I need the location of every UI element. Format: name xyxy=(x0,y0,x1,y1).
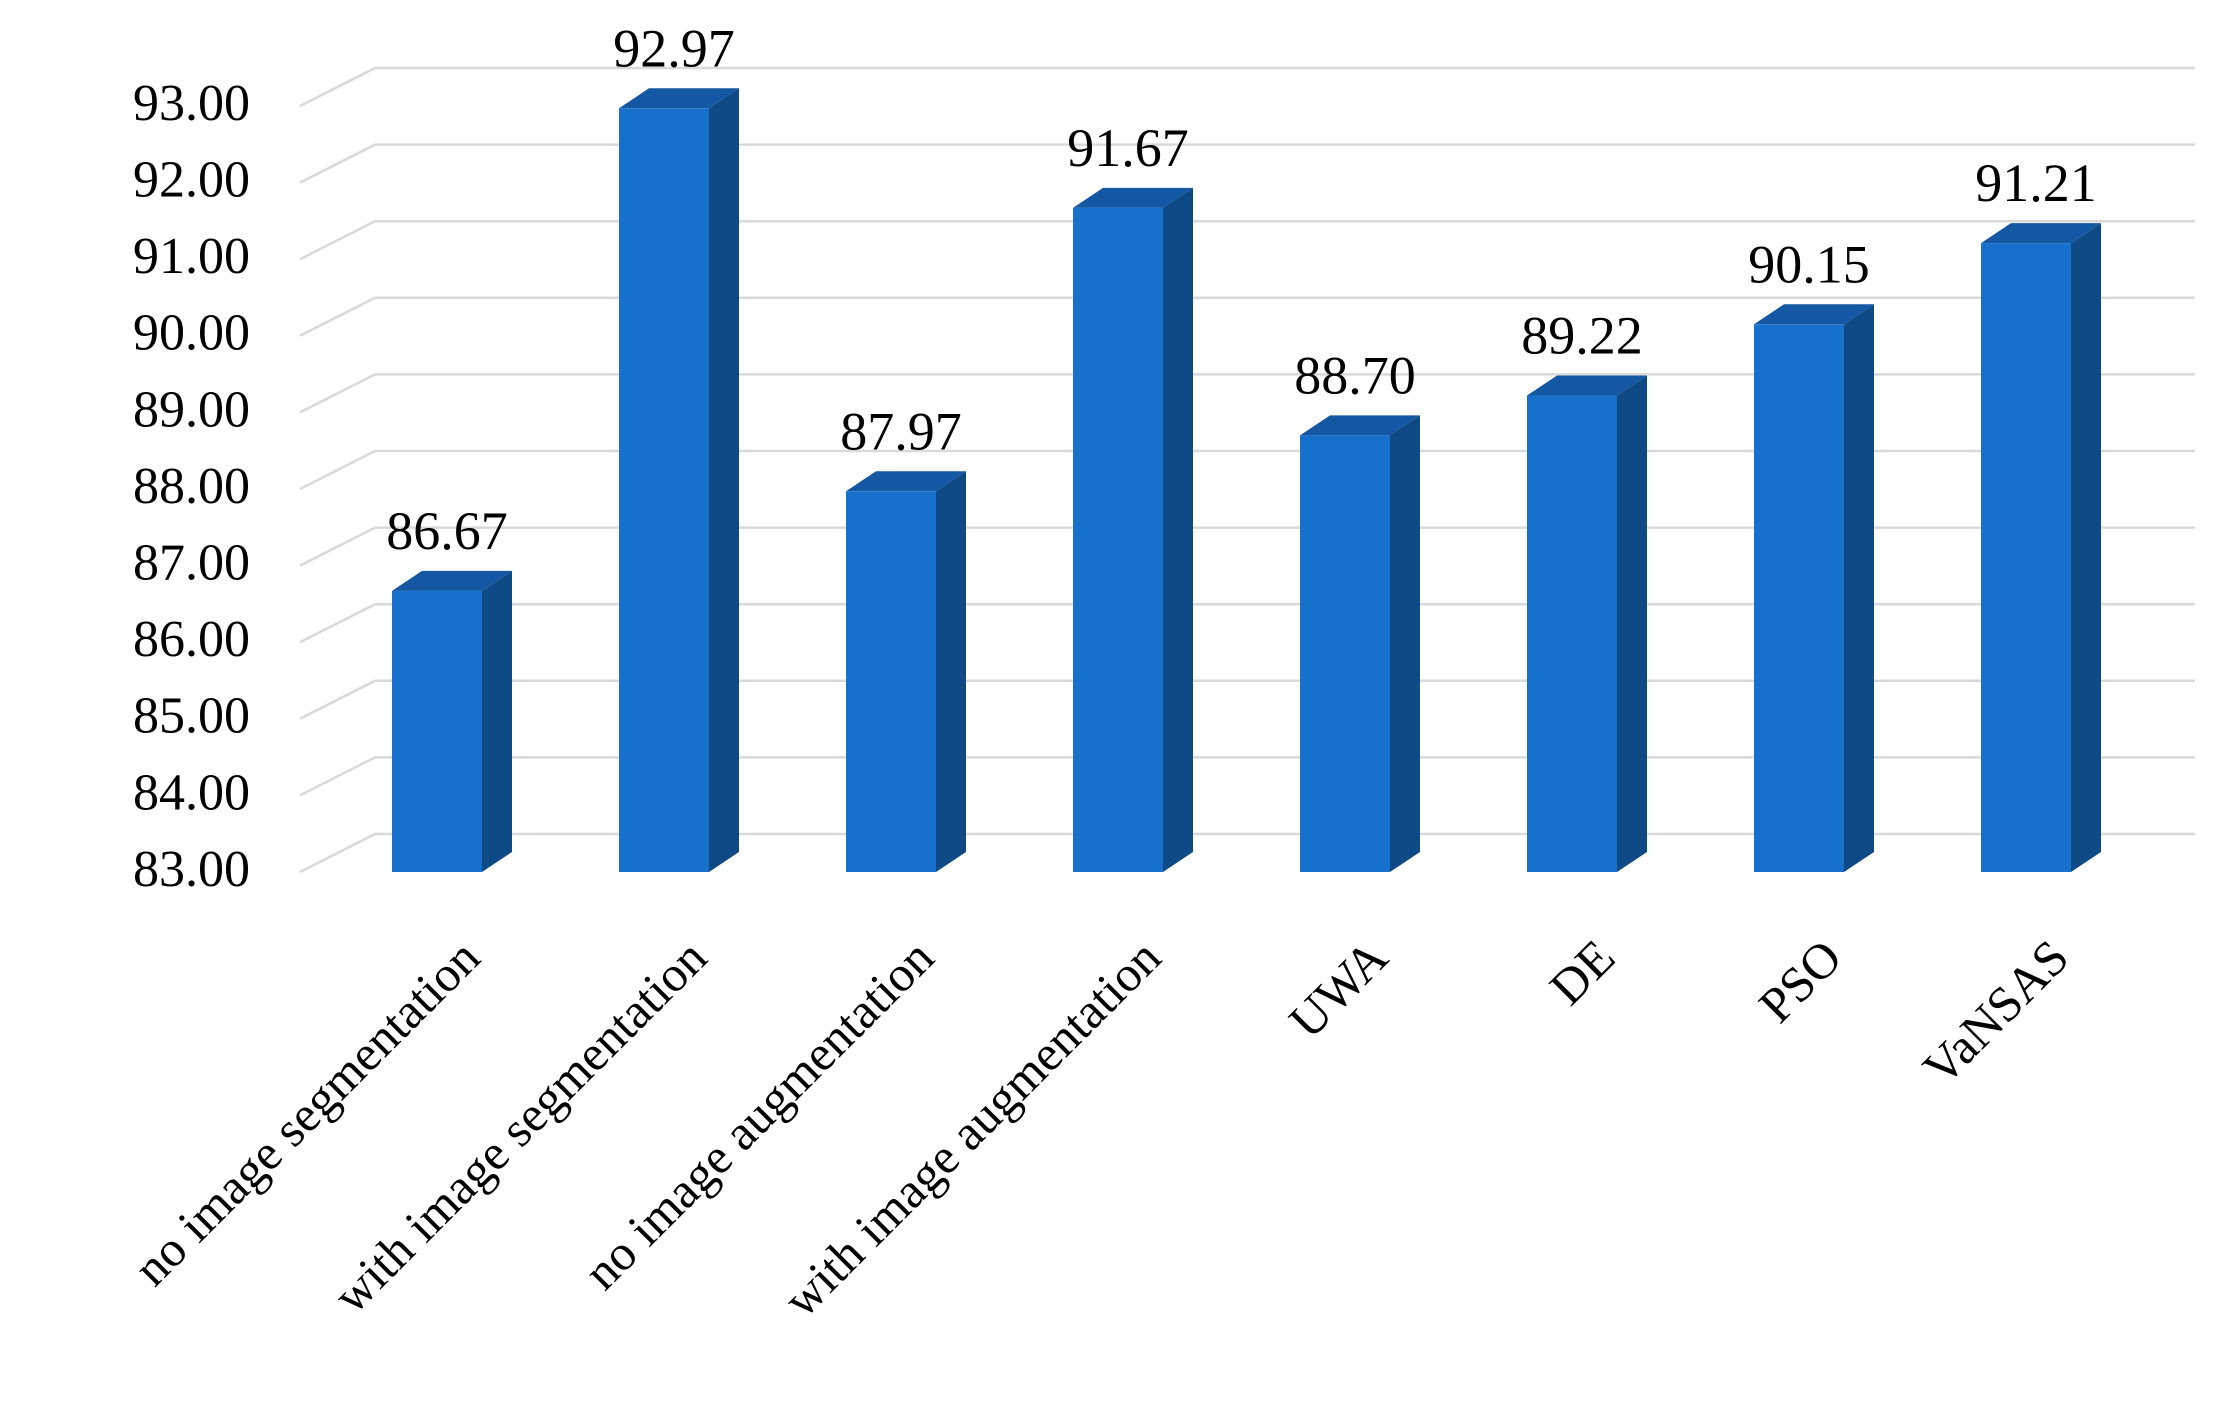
y-tick-label: 85.00 xyxy=(133,688,250,745)
gridline xyxy=(299,756,2195,797)
category-label: DE xyxy=(1539,929,1626,1016)
bar-top-face xyxy=(846,471,966,492)
gridline xyxy=(299,66,2195,108)
data-label: 91.21 xyxy=(1975,153,2097,213)
data-label: 88.70 xyxy=(1294,345,1416,405)
bar-front-face xyxy=(619,108,709,873)
data-label: 87.97 xyxy=(840,401,962,461)
y-tick-label: 89.00 xyxy=(133,381,250,438)
bar xyxy=(1527,375,1647,872)
data-label: 92.97 xyxy=(613,18,735,78)
bar-top-face xyxy=(1300,415,1420,436)
bar xyxy=(619,88,739,873)
y-tick-label: 88.00 xyxy=(133,458,250,515)
bar-front-face xyxy=(1754,324,1844,872)
bar-side-face xyxy=(709,88,739,873)
y-tick-label: 93.00 xyxy=(133,75,250,132)
bars xyxy=(392,88,2101,873)
bar-top-face xyxy=(1754,304,1874,325)
category-label: with image segmentation xyxy=(322,929,717,1324)
gridline xyxy=(299,219,2195,261)
bar xyxy=(1754,304,1874,872)
gridline xyxy=(299,373,2195,414)
gridline xyxy=(299,526,2195,567)
gridline xyxy=(299,143,2195,184)
bar xyxy=(1300,415,1420,872)
y-tick-label: 92.00 xyxy=(133,152,250,209)
bar-top-face xyxy=(392,570,512,591)
bar-top-face xyxy=(1073,187,1193,208)
y-tick-label: 87.00 xyxy=(133,535,250,592)
gridline xyxy=(299,679,2195,720)
bar-side-face xyxy=(936,471,966,872)
bar-side-face xyxy=(1617,375,1647,872)
data-label: 90.15 xyxy=(1748,234,1870,294)
y-tick-label: 86.00 xyxy=(133,611,250,668)
bar xyxy=(846,471,966,872)
bar-front-face xyxy=(1527,395,1617,872)
category-label: VaNSAS xyxy=(1912,929,2079,1096)
bar-side-face xyxy=(1163,187,1193,873)
category-label: with image augmentation xyxy=(772,929,1171,1328)
category-label: UWA xyxy=(1278,929,1398,1049)
y-tick-label: 83.00 xyxy=(133,841,250,898)
y-axis-ticks: 83.00 84.00 85.00 86.00 87.00 88.00 89.00 90.00… xyxy=(133,75,250,898)
bar-top-face xyxy=(1527,375,1647,396)
data-label: 86.67 xyxy=(386,501,508,561)
data-label: 91.67 xyxy=(1067,118,1189,178)
gridline xyxy=(299,449,2195,491)
bar-top-face xyxy=(1981,223,2101,244)
category-label: PSO xyxy=(1748,929,1852,1033)
gridline xyxy=(299,602,2195,644)
bar-side-face xyxy=(1844,304,1874,872)
y-tick-label: 91.00 xyxy=(133,228,250,285)
data-label: 89.22 xyxy=(1521,306,1643,366)
bar xyxy=(392,570,512,872)
bar xyxy=(1981,223,2101,872)
bar-side-face xyxy=(482,570,512,872)
y-tick-label: 84.00 xyxy=(133,764,250,821)
bar-front-face xyxy=(846,491,936,872)
bar-front-face xyxy=(392,590,482,872)
bar-front-face xyxy=(1981,243,2071,872)
gridline xyxy=(299,296,2195,337)
bar-front-face xyxy=(1073,207,1163,873)
gridlines xyxy=(299,66,2195,874)
y-tick-label: 90.00 xyxy=(133,305,250,362)
gridline xyxy=(299,832,2195,874)
bar-front-face xyxy=(1300,435,1390,872)
bar-side-face xyxy=(2071,223,2101,872)
bar-top-face xyxy=(619,88,739,109)
data-labels: 86.67 92.97 87.97 91.67 88.70 89.22 90.15 91.21 xyxy=(386,18,2097,561)
bar xyxy=(1073,187,1193,873)
bar-side-face xyxy=(1390,415,1420,872)
